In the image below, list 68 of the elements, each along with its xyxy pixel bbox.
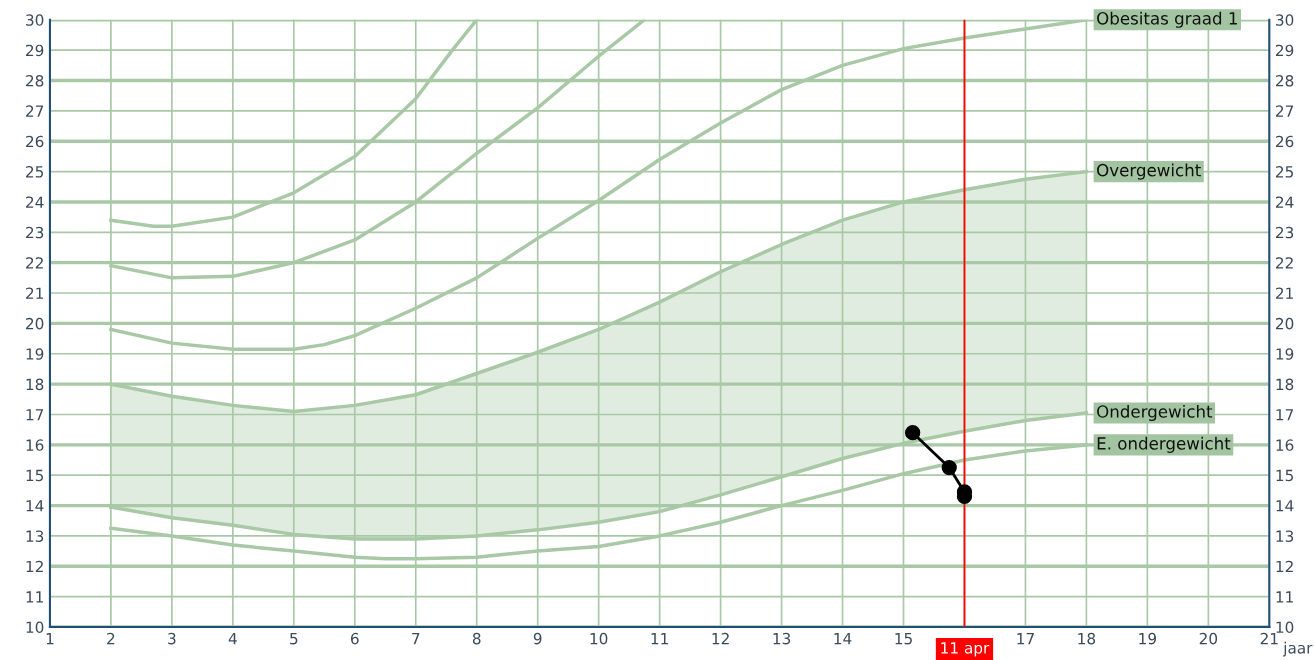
y2-tick-label: 22 <box>1276 257 1293 269</box>
y2-tick-label: 25 <box>1276 166 1293 178</box>
y2-tick-label: 15 <box>1276 469 1293 482</box>
y-tick-label: 11 <box>26 591 43 603</box>
y2-tick-label: 21 <box>1276 287 1293 299</box>
x-tick-label: 10 <box>590 632 608 645</box>
x-tick-label: 20 <box>1199 632 1218 645</box>
x-tick-label: 9 <box>533 632 542 645</box>
x-tick-label: 12 <box>712 632 729 645</box>
y-tick-label: 29 <box>26 44 44 57</box>
ref-line-label: 11 apr <box>941 642 990 657</box>
series-label: Ondergewicht <box>1097 404 1213 422</box>
x-tick-label: 21 <box>1260 632 1278 645</box>
x-tick-label: 5 <box>290 633 298 645</box>
y2-tick-label: 10 <box>1276 621 1294 634</box>
y-tick-label: 22 <box>26 257 43 269</box>
x-tick-label: 8 <box>472 632 481 645</box>
y-tick-label: 21 <box>26 287 43 299</box>
series-label: Overgewicht <box>1097 163 1201 180</box>
x-tick-label: 3 <box>168 632 176 645</box>
y-tick-label: 24 <box>26 196 44 208</box>
y-tick-label: 14 <box>26 500 44 512</box>
y-tick-label: 28 <box>26 74 44 87</box>
y-tick-label: 26 <box>26 135 44 148</box>
y2-tick-label: 27 <box>1276 105 1294 117</box>
y2-tick-label: 13 <box>1276 530 1294 542</box>
y2-tick-label: 14 <box>1276 500 1294 512</box>
x-tick-label: 13 <box>773 632 791 645</box>
x-tick-label: 11 <box>651 633 668 645</box>
y-tick-label: 30 <box>26 14 44 26</box>
y-tick-label: 16 <box>26 439 44 451</box>
y2-tick-label: 24 <box>1276 196 1294 208</box>
x-tick-label: 6 <box>350 632 359 645</box>
y-tick-label: 18 <box>26 378 44 391</box>
y2-tick-label: 23 <box>1276 226 1294 239</box>
y2-tick-label: 26 <box>1276 135 1294 148</box>
x-tick-label: 2 <box>107 632 115 645</box>
y2-tick-label: 16 <box>1276 439 1294 451</box>
y-tick-label: 17 <box>26 409 44 421</box>
y-tick-label: 10 <box>26 621 44 634</box>
y-tick-label: 19 <box>26 348 44 360</box>
x-tick-label: 4 <box>228 633 237 645</box>
y-tick-label: 25 <box>26 166 44 178</box>
x-tick-label: 18 <box>1078 632 1096 645</box>
y2-tick-label: 20 <box>1276 317 1294 330</box>
y2-tick-label: 11 <box>1276 591 1293 603</box>
y-tick-label: 15 <box>26 469 44 482</box>
x-axis-title: jaar <box>1282 641 1313 657</box>
y2-tick-label: 29 <box>1276 44 1294 57</box>
y-tick-label: 23 <box>26 226 44 239</box>
y2-tick-label: 17 <box>1276 409 1294 421</box>
y2-tick-label: 19 <box>1276 348 1294 360</box>
x-tick-label: 17 <box>1017 633 1034 645</box>
x-tick-label: 15 <box>895 633 912 645</box>
y-tick-label: 13 <box>26 530 44 542</box>
series-label: E. ondergewicht <box>1097 436 1231 453</box>
y2-tick-label: 12 <box>1276 560 1293 573</box>
x-tick-label: 19 <box>1139 632 1157 645</box>
x-tick-label: 7 <box>412 633 420 645</box>
y2-tick-label: 30 <box>1276 14 1294 26</box>
x-tick-label: 1 <box>46 633 54 645</box>
y-tick-label: 27 <box>26 105 44 117</box>
y2-tick-label: 18 <box>1276 378 1294 391</box>
y-tick-label: 20 <box>26 317 44 330</box>
y-tick-label: 12 <box>26 560 43 573</box>
y2-tick-label: 28 <box>1276 74 1294 87</box>
series-label: Obesitas graad 1 <box>1097 11 1237 28</box>
x-tick-label: 14 <box>834 633 852 645</box>
